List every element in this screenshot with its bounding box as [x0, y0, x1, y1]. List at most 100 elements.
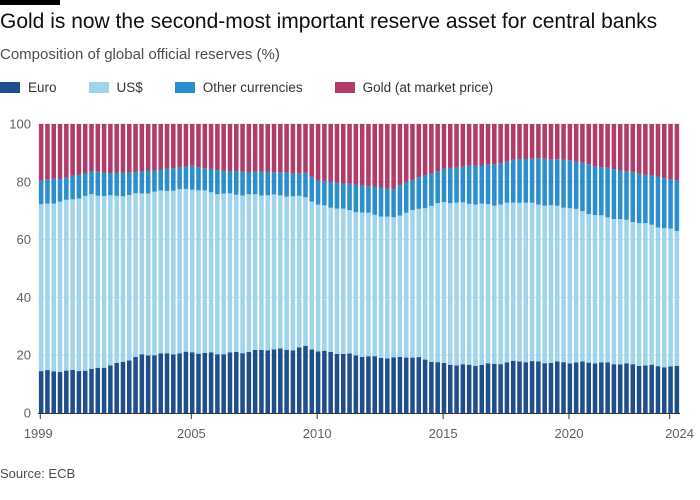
bar-gold-at-market-price-2002-q4	[133, 124, 138, 173]
bar-gold-at-market-price-1999-q3	[51, 124, 56, 179]
bar-gold-at-market-price-2015-q4	[460, 124, 466, 167]
bar-euro-2020-q1	[567, 363, 573, 413]
bar-gold-at-market-price-2014-q2	[422, 124, 428, 176]
bar-other-currencies-2020-q1	[567, 160, 573, 209]
bar-gold-at-market-price-2003-q4	[158, 124, 163, 170]
bar-gold-at-market-price-2015-q3	[454, 124, 459, 168]
bar-gold-at-market-price-2000-q4	[82, 124, 88, 174]
bar-other-currencies-2024-q2	[674, 180, 680, 231]
bar-us-2002-q1	[114, 195, 119, 363]
bar-euro-1999-q3	[51, 371, 56, 413]
x-tick-label-2024: 2024	[665, 426, 694, 441]
bar-us-2014-q2	[422, 208, 428, 360]
bar-euro-2016-q4	[485, 363, 491, 413]
bar-other-currencies-2016-q1	[466, 165, 472, 204]
legend-label-other-currencies: Other currencies	[202, 80, 303, 95]
bar-euro-2020-q4	[586, 362, 591, 413]
bar-gold-at-market-price-2013-q4	[410, 124, 415, 180]
bar-us-2014-q4	[435, 203, 440, 363]
bar-euro-2000-q3	[76, 371, 82, 413]
y-tick-label-60: 60	[17, 232, 31, 247]
bar-us-2011-q3	[353, 212, 359, 356]
bar-euro-2022-q1	[617, 364, 623, 413]
bar-other-currencies-2004-q2	[171, 168, 176, 191]
bar-euro-2007-q4	[259, 349, 264, 413]
bar-gold-at-market-price-2004-q1	[164, 124, 170, 169]
bar-other-currencies-2000-q2	[70, 175, 75, 200]
x-tick-label-2010: 2010	[303, 426, 332, 441]
bar-other-currencies-2010-q4	[334, 182, 340, 209]
bar-gold-at-market-price-2012-q3	[378, 124, 384, 188]
bar-gold-at-market-price-2013-q2	[397, 124, 403, 186]
bar-gold-at-market-price-2004-q4	[183, 124, 189, 167]
bar-euro-2009-q1	[290, 350, 296, 413]
bar-us-2011-q1	[341, 208, 346, 354]
bar-us-2019-q4	[561, 207, 566, 363]
bar-other-currencies-2022-q3	[630, 172, 636, 223]
bar-other-currencies-2014-q4	[435, 171, 440, 204]
bar-us-2001-q2	[95, 195, 101, 368]
bar-us-2015-q2	[448, 203, 453, 365]
bar-other-currencies-2014-q3	[429, 173, 434, 206]
y-tick-label-40: 40	[17, 290, 31, 305]
bar-euro-2006-q3	[227, 352, 233, 413]
legend-label-usd: US$	[116, 80, 143, 95]
bar-us-2022-q2	[624, 219, 629, 364]
bar-gold-at-market-price-2022-q1	[617, 124, 623, 171]
bar-gold-at-market-price-2016-q4	[485, 124, 491, 165]
bar-other-currencies-2009-q2	[296, 173, 302, 196]
bar-gold-at-market-price-2011-q3	[353, 124, 359, 185]
bar-other-currencies-2017-q2	[498, 163, 503, 205]
bar-us-2017-q3	[504, 202, 510, 363]
bar-gold-at-market-price-2021-q2	[599, 124, 604, 168]
bar-euro-2002-q1	[114, 362, 119, 413]
bar-gold-at-market-price-2003-q1	[139, 124, 145, 172]
bar-gold-at-market-price-2014-q1	[416, 124, 422, 178]
bar-us-2018-q2	[523, 202, 529, 363]
bar-other-currencies-2014-q2	[422, 175, 428, 209]
bar-us-2007-q3	[252, 194, 258, 350]
bar-other-currencies-2007-q2	[246, 172, 252, 195]
bar-gold-at-market-price-2009-q1	[290, 124, 296, 174]
bar-us-2022-q1	[617, 219, 623, 365]
bar-euro-2013-q2	[397, 356, 403, 413]
bar-euro-2023-q4	[662, 367, 667, 413]
bar-euro-2003-q3	[152, 355, 157, 413]
bar-us-2003-q2	[145, 193, 151, 356]
bar-gold-at-market-price-2011-q4	[359, 124, 365, 186]
stacked-bar-chart: 0 20 40 60 80 100 1999 2005 2010 2015 2020 2024	[9, 117, 694, 442]
bar-gold-at-market-price-2012-q1	[366, 124, 371, 187]
bar-euro-2020-q2	[573, 362, 579, 413]
bar-us-2013-q2	[397, 215, 403, 357]
bar-gold-at-market-price-2000-q2	[70, 124, 75, 176]
bar-us-2016-q4	[485, 204, 491, 364]
chart-subtitle: Composition of global official reserves …	[0, 46, 280, 63]
bar-gold-at-market-price-2008-q4	[284, 124, 289, 173]
bar-other-currencies-1999-q1	[38, 180, 44, 205]
bar-euro-2017-q1	[492, 363, 497, 413]
bar-gold-at-market-price-2023-q4	[662, 124, 667, 179]
bar-other-currencies-2017-q1	[492, 164, 497, 206]
bar-other-currencies-2011-q3	[353, 184, 359, 213]
bar-euro-2024-q1	[668, 366, 673, 413]
bar-other-currencies-2000-q1	[64, 177, 69, 200]
bar-us-2023-q2	[649, 224, 654, 365]
bar-gold-at-market-price-2017-q1	[492, 124, 497, 165]
bar-other-currencies-1999-q4	[57, 178, 63, 202]
bar-other-currencies-2017-q3	[504, 161, 510, 203]
bar-other-currencies-2015-q1	[441, 168, 447, 203]
bar-other-currencies-2009-q4	[309, 176, 315, 202]
bar-other-currencies-2021-q3	[605, 167, 610, 218]
bar-us-2017-q1	[492, 205, 497, 364]
bar-gold-at-market-price-2013-q1	[391, 124, 396, 189]
bar-us-2005-q2	[196, 190, 201, 354]
bar-euro-2005-q4	[208, 352, 214, 413]
bar-euro-2022-q4	[636, 365, 642, 413]
bar-euro-2002-q4	[133, 357, 138, 413]
bar-gold-at-market-price-2014-q3	[429, 124, 434, 174]
bar-euro-2001-q2	[95, 367, 101, 413]
bar-euro-1999-q1	[38, 371, 44, 413]
bar-us-2010-q4	[334, 208, 340, 355]
bar-euro-2005-q3	[202, 352, 208, 413]
y-tick-label-0: 0	[24, 406, 31, 421]
